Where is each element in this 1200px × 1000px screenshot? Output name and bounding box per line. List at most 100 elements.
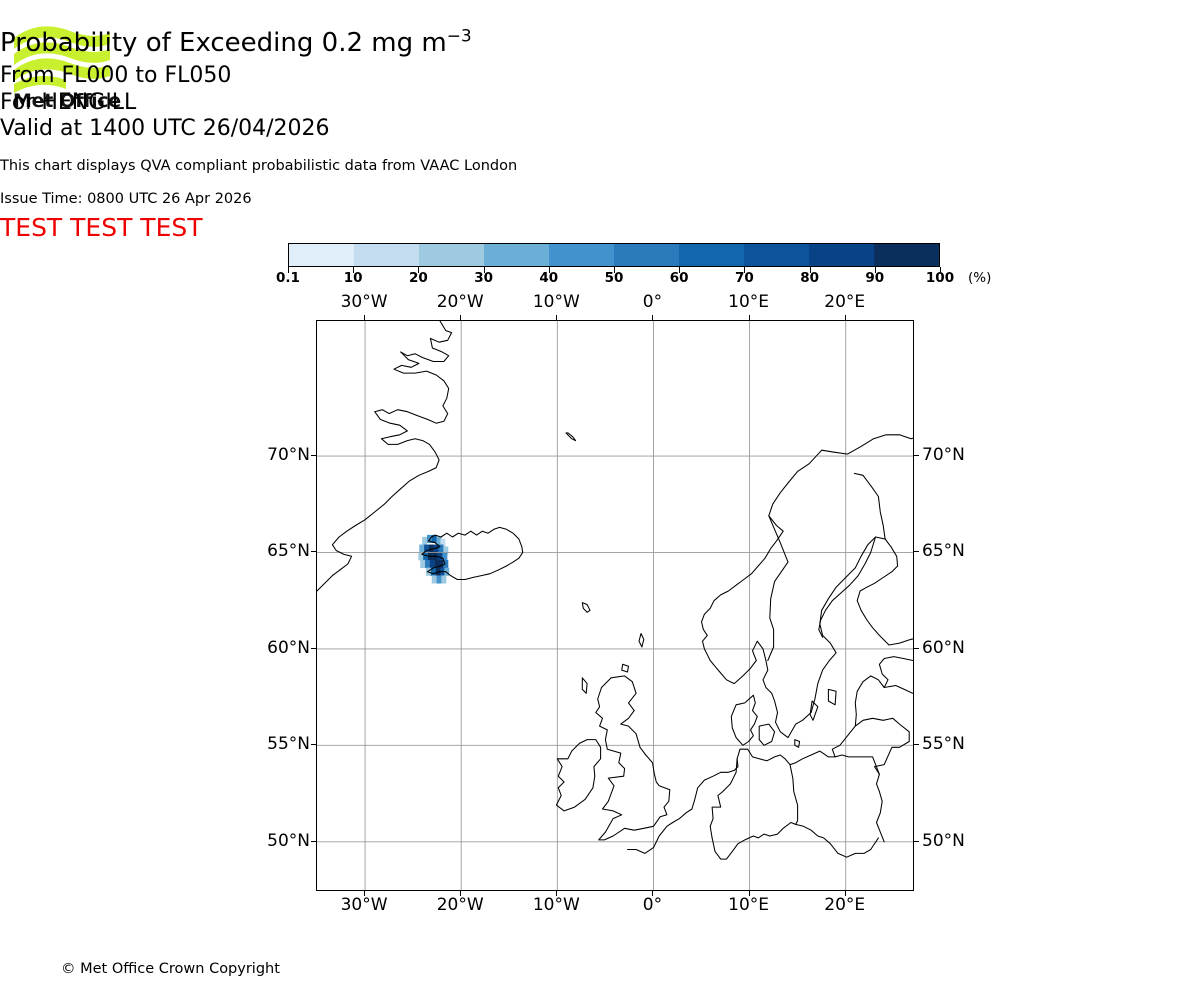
colorbar-tick-label: 60 [669, 270, 689, 286]
colorbar-tick [809, 267, 811, 273]
map-plot-area [316, 320, 914, 891]
colorbar-tick-label: 30 [474, 270, 493, 286]
colorbar-tick-label: 40 [539, 270, 559, 286]
axis-tick-mark [556, 891, 558, 896]
issue-time: Issue Time: 0800 UTC 26 Apr 2026 [0, 191, 252, 207]
probability-colorbar [288, 243, 940, 267]
colorbar-tick [418, 267, 420, 273]
lon-label-top: 10°W [532, 292, 580, 312]
axis-tick-mark [460, 315, 462, 320]
volcano-subtitle: For HENGILL [0, 90, 137, 115]
colorbar-segment-0 [289, 244, 354, 266]
colorbar-segment-6 [679, 244, 744, 266]
plume-cell [420, 559, 426, 569]
axis-tick-mark [364, 315, 366, 320]
colorbar-tick [874, 267, 876, 273]
met-office-logo-text: Met Office [13, 90, 121, 112]
axis-tick-mark [652, 891, 654, 896]
map-gridlines [317, 321, 913, 890]
colorbar-ticks [288, 267, 941, 275]
border-norway-sweden [767, 515, 789, 662]
colorbar-tick [288, 267, 289, 273]
lat-label-left: 50°N [267, 830, 310, 851]
lon-label-top: 20°W [436, 292, 484, 312]
colorbar-tick [940, 267, 941, 273]
axis-tick-mark [844, 315, 846, 320]
lon-label-bottom: 20°W [436, 895, 484, 915]
plume-cell [430, 567, 436, 576]
colorbar-tick [353, 267, 355, 273]
axis-tick-mark [311, 647, 316, 649]
plume-cell [423, 552, 429, 561]
axis-tick-mark [311, 744, 316, 746]
axis-tick-mark [914, 744, 919, 746]
met-office-logo [12, 22, 122, 112]
coastline-great-britain [595, 675, 671, 841]
lon-label-bottom: 0° [642, 895, 663, 915]
colorbar-segment-4 [549, 244, 614, 266]
colorbar-tick-label: 100 [925, 270, 955, 286]
plume-cell [434, 559, 440, 569]
colorbar-tick-label: 20 [408, 270, 428, 286]
colorbar-segment-3 [484, 244, 549, 266]
axis-tick-mark [652, 315, 654, 320]
plume-cell [429, 559, 435, 569]
lon-label-top: 20°E [824, 292, 866, 312]
colorbar-segment-8 [809, 244, 874, 266]
lat-label-left: 60°N [267, 637, 310, 658]
lat-label-left: 70°N [267, 445, 310, 466]
plume-cell [439, 559, 445, 569]
axis-tick-mark [556, 315, 558, 320]
colorbar-tick [744, 267, 746, 273]
colorbar-tick-label: 10 [343, 270, 363, 286]
coastline-outer-hebrides [581, 677, 588, 694]
lat-label-left: 65°N [267, 541, 310, 562]
coastline-greenland [317, 321, 453, 592]
lon-label-top: 0° [642, 292, 663, 312]
colorbar-segment-9 [874, 244, 939, 266]
colorbar-unit-label: (%) [968, 270, 992, 286]
plume-cell [424, 544, 430, 553]
colorbar-tick [483, 267, 485, 273]
colorbar-tick-label: 90 [865, 270, 885, 286]
lat-label-right: 50°N [922, 830, 965, 851]
plume-cell [443, 546, 449, 555]
axis-tick-mark [914, 455, 919, 457]
colorbar-tick [548, 267, 550, 273]
coastline-iceland [421, 526, 524, 581]
axis-tick-mark [460, 891, 462, 896]
border-netherlands-germany [709, 758, 738, 839]
colorbar-tick-label: 0.1 [276, 270, 300, 286]
coastline-scandinavia [700, 449, 913, 739]
plume-cell [425, 559, 431, 569]
lon-label-bottom: 10°W [532, 895, 580, 915]
qva-note: This chart displays QVA compliant probab… [0, 158, 518, 174]
coastline-gotland [827, 688, 837, 706]
lat-label-right: 65°N [922, 541, 965, 562]
lat-label-left: 55°N [267, 734, 310, 755]
plume-cell [419, 544, 425, 553]
axis-tick-mark [914, 551, 919, 553]
coastline-ireland [555, 739, 602, 812]
colorbar-tick [679, 267, 681, 273]
border-estonia [883, 684, 913, 695]
coastline-shetland [638, 632, 645, 648]
flight-level-subtitle: From FL000 to FL050 [0, 63, 232, 88]
copyright-notice: © Met Office Crown Copyright [61, 961, 280, 977]
colorbar-segment-1 [354, 244, 419, 266]
axis-tick-mark [914, 840, 919, 842]
plume-cell [436, 575, 442, 584]
colorbar-tick-label: 50 [604, 270, 624, 286]
coastline-north-norway [821, 434, 913, 455]
plume-cell [444, 567, 450, 576]
border-sweden-finland [853, 472, 886, 540]
lon-label-bottom: 10°E [728, 895, 770, 915]
valid-time-subtitle: Valid at 1400 UTC 26/04/2026 [0, 116, 330, 141]
axis-tick-mark [748, 315, 750, 320]
colorbar-segment-5 [614, 244, 679, 266]
axis-tick-mark [364, 891, 366, 896]
plume-cell [431, 534, 437, 544]
plume-cell [437, 552, 443, 561]
border-poland-south [795, 823, 879, 858]
